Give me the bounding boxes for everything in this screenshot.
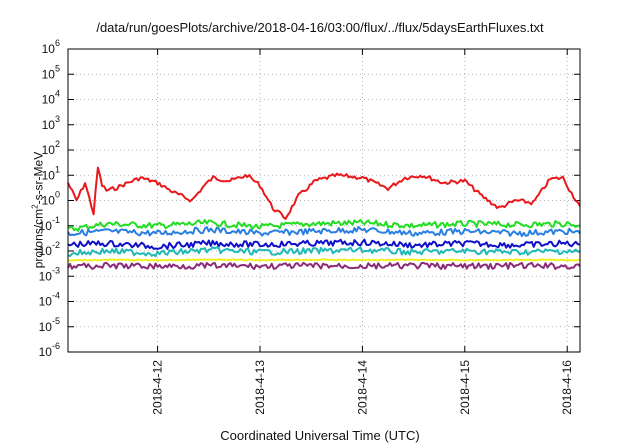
x-tick-label: 2018-4-14 — [355, 360, 369, 415]
y-tick-label: 100 — [42, 190, 60, 208]
x-tick-label: 2018-4-12 — [151, 360, 165, 415]
y-tick-label: 105 — [42, 63, 60, 81]
plot-frame — [67, 48, 581, 353]
y-tick-label: 106 — [42, 38, 60, 56]
x-tick-label: 2018-4-15 — [458, 360, 472, 415]
x-tick-label: 2018-4-16 — [560, 360, 574, 415]
series-line-1 — [67, 218, 580, 232]
series-line-5 — [67, 258, 580, 262]
y-tick-label: 10-3 — [39, 265, 60, 283]
y-tick-label: 10-5 — [39, 316, 60, 334]
x-axis-label: Coordinated Universal Time (UTC) — [220, 428, 420, 443]
y-tick-label: 102 — [42, 139, 60, 157]
chart-title: /data/run/goesPlots/archive/2018-04-16/0… — [96, 20, 544, 35]
y-tick-label: 10-4 — [39, 291, 60, 309]
x-tick-label: 2018-4-13 — [253, 360, 267, 415]
series-line-3 — [67, 238, 581, 250]
series-line-4 — [67, 246, 581, 258]
y-tick-label: 103 — [42, 114, 60, 132]
y-tick-label: 10-6 — [39, 341, 60, 359]
series-line-6 — [67, 261, 581, 271]
y-tick-label: 101 — [42, 164, 60, 182]
y-tick-label: 10-2 — [39, 240, 60, 258]
y-tick-label: 104 — [42, 89, 60, 107]
series-line-2 — [67, 225, 581, 238]
y-tick-label: 10-1 — [39, 215, 60, 233]
series-line-0 — [67, 166, 581, 220]
